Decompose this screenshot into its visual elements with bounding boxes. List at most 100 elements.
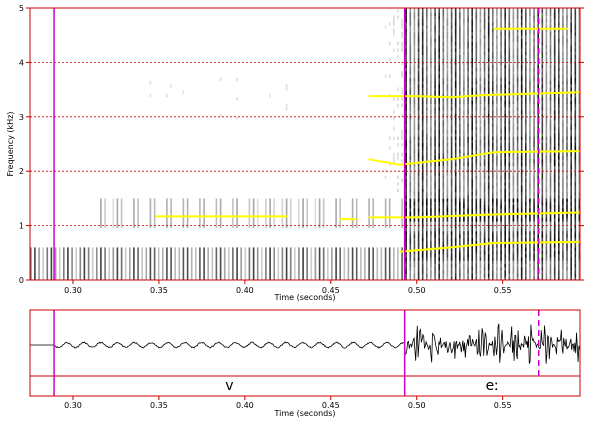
spectrogram-cell bbox=[388, 250, 391, 255]
spectrogram-cell bbox=[450, 97, 453, 101]
spectrogram-cell bbox=[549, 38, 552, 43]
spectrogram-cell bbox=[438, 204, 440, 209]
spectrogram-cell bbox=[516, 71, 519, 75]
spectrogram-cell bbox=[294, 247, 296, 251]
spectrogram-cell bbox=[199, 266, 201, 271]
spectrogram-cell bbox=[578, 257, 580, 261]
spectrogram-cell bbox=[409, 9, 412, 13]
spectrogram-cell bbox=[203, 270, 205, 274]
spectrogram-cell bbox=[533, 8, 535, 10]
spectrogram-cell bbox=[219, 276, 222, 280]
spectrogram-cell bbox=[459, 123, 461, 127]
spectrogram-cell bbox=[120, 266, 123, 271]
spectrogram-cell bbox=[541, 22, 544, 26]
spectrogram-cell bbox=[112, 201, 115, 206]
spectrogram-cell bbox=[413, 257, 416, 261]
spectrogram-cell bbox=[520, 208, 523, 212]
spectrogram-cell bbox=[492, 97, 494, 101]
spectrogram-cell bbox=[298, 224, 300, 229]
spectrogram-cell bbox=[355, 270, 358, 274]
spectrogram-cell bbox=[244, 276, 247, 280]
spectrogram-cell bbox=[347, 276, 350, 280]
spectrogram-cell bbox=[529, 201, 531, 206]
spectrogram-cell bbox=[508, 221, 511, 225]
spectrogram-cell bbox=[508, 152, 511, 157]
spectrogram-cell bbox=[533, 74, 535, 78]
spectrogram-cell bbox=[96, 257, 98, 261]
spectrogram-cell bbox=[483, 15, 486, 20]
spectrogram-cell bbox=[442, 175, 445, 180]
spectrogram-cell bbox=[570, 266, 572, 271]
spectrogram-cell bbox=[545, 80, 548, 85]
spectrogram-cell bbox=[372, 198, 374, 202]
spectrogram-cell bbox=[236, 221, 238, 225]
spectrogram-cell bbox=[512, 25, 515, 29]
spectrogram-cell bbox=[541, 41, 544, 46]
spectrogram-cell bbox=[409, 159, 412, 163]
spectrogram-cell bbox=[355, 208, 358, 212]
spectrogram-cell bbox=[421, 28, 424, 33]
spectrogram-cell bbox=[574, 61, 577, 65]
spectrogram-cell bbox=[450, 129, 453, 134]
spectrogram-cell bbox=[409, 257, 412, 261]
spectrogram-cell bbox=[79, 270, 82, 274]
spectrogram-cell bbox=[397, 270, 399, 274]
spectrogram-cell bbox=[529, 97, 531, 101]
spectrogram-cell bbox=[434, 224, 436, 229]
spectrogram-cell bbox=[549, 9, 552, 13]
spectrogram-cell bbox=[463, 133, 465, 137]
spectrogram-cell bbox=[467, 51, 469, 56]
spectrogram-cell bbox=[417, 156, 420, 160]
spectrogram-cell bbox=[446, 120, 449, 124]
spectrogram-cell bbox=[508, 263, 511, 268]
spectrogram-cell bbox=[508, 218, 511, 222]
spectrogram-cell bbox=[219, 221, 222, 225]
spectrogram-cell bbox=[199, 208, 201, 212]
spectrogram-cell bbox=[558, 214, 560, 219]
spectrogram-cell bbox=[549, 8, 552, 10]
spectrogram-cell bbox=[541, 218, 544, 222]
spectrogram-cell bbox=[450, 25, 453, 29]
spectrogram-cell bbox=[157, 250, 160, 255]
spectrogram-cell bbox=[492, 218, 494, 222]
spectrogram-cell bbox=[512, 90, 515, 95]
spectrogram-cell bbox=[500, 156, 502, 160]
spectrogram-cell bbox=[496, 15, 498, 20]
spectrogram-cell bbox=[388, 201, 391, 206]
spectrogram-cell bbox=[104, 273, 106, 278]
spectrogram-cell bbox=[133, 260, 135, 264]
spectrogram-cell bbox=[570, 8, 572, 10]
spectrogram-cell bbox=[492, 8, 494, 10]
spectrogram-cell bbox=[558, 45, 560, 49]
spectrogram-cell bbox=[549, 94, 552, 98]
spectrogram-cell bbox=[269, 273, 271, 278]
spectrogram-cell bbox=[483, 201, 486, 206]
spectrogram-cell bbox=[339, 247, 341, 251]
spectrogram-cell bbox=[409, 58, 412, 62]
spectrogram-cell bbox=[446, 129, 449, 134]
spectrogram-cell bbox=[471, 107, 473, 111]
spectrogram-cell bbox=[566, 25, 568, 29]
spectrogram-cell bbox=[520, 35, 523, 39]
spectrogram-cell bbox=[417, 31, 420, 36]
spectrogram-cell bbox=[58, 263, 61, 268]
spectrogram-cell bbox=[87, 253, 90, 258]
spectrogram-cell bbox=[471, 15, 473, 20]
spectrogram-cell bbox=[570, 9, 572, 13]
spectrogram-cell bbox=[566, 28, 568, 33]
spectrogram-cell bbox=[413, 9, 416, 13]
spectrogram-cell bbox=[397, 175, 399, 180]
spectrogram-cell bbox=[442, 234, 445, 238]
spectrogram-cell bbox=[578, 237, 580, 242]
spectrogram-cell bbox=[508, 169, 511, 173]
spectrogram-cell bbox=[401, 45, 403, 49]
spectrogram-cell bbox=[549, 35, 552, 39]
spectrogram-cell bbox=[492, 276, 494, 280]
spectrogram-cell bbox=[578, 191, 580, 196]
spectrogram-cell bbox=[186, 263, 189, 268]
spectrogram-cell bbox=[529, 100, 531, 105]
spectrogram-cell bbox=[558, 169, 560, 173]
spectrogram-cell bbox=[430, 165, 432, 170]
spectrogram-cell bbox=[434, 48, 436, 52]
spectrogram-cell bbox=[504, 18, 506, 23]
